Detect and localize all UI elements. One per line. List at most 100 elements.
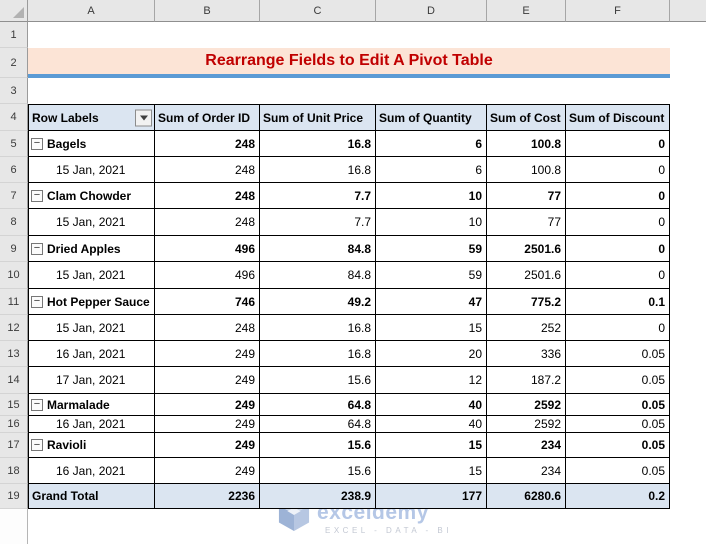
cell-D7[interactable]: 10: [376, 183, 487, 209]
cell-E10[interactable]: 2501.6: [487, 262, 566, 289]
cell-C15[interactable]: 64.8: [260, 394, 376, 416]
collapse-button[interactable]: −: [31, 137, 43, 150]
cell-F19[interactable]: 0.2: [566, 484, 670, 509]
cell-A14[interactable]: 17 Jan, 2021: [28, 367, 155, 394]
cell-C5[interactable]: 16.8: [260, 131, 376, 157]
cell-A12[interactable]: 15 Jan, 2021: [28, 315, 155, 341]
row-header-1[interactable]: 1: [0, 22, 28, 48]
cell-D6[interactable]: 6: [376, 157, 487, 183]
cell-E7[interactable]: 77: [487, 183, 566, 209]
cell-F15[interactable]: 0.05: [566, 394, 670, 416]
cell-E5[interactable]: 100.8: [487, 131, 566, 157]
row-header-19[interactable]: 19: [0, 484, 28, 509]
cell-E6[interactable]: 100.8: [487, 157, 566, 183]
cell-C8[interactable]: 7.7: [260, 209, 376, 236]
row-header-7[interactable]: 7: [0, 183, 28, 209]
cell-B15[interactable]: 249: [155, 394, 260, 416]
cell-D11[interactable]: 47: [376, 289, 487, 315]
title-cell[interactable]: Rearrange Fields to Edit A Pivot Table: [28, 48, 670, 78]
cell-B13[interactable]: 249: [155, 341, 260, 367]
cell-A18[interactable]: 16 Jan, 2021: [28, 458, 155, 484]
cell-D12[interactable]: 15: [376, 315, 487, 341]
cell-D10[interactable]: 59: [376, 262, 487, 289]
cell-B7[interactable]: 248: [155, 183, 260, 209]
cell-D8[interactable]: 10: [376, 209, 487, 236]
cell-B6[interactable]: 248: [155, 157, 260, 183]
cell-D4[interactable]: Sum of Quantity: [376, 104, 487, 131]
cell-C19[interactable]: 238.9: [260, 484, 376, 509]
row-header-16[interactable]: 16: [0, 416, 28, 433]
cell-C13[interactable]: 16.8: [260, 341, 376, 367]
cell-B8[interactable]: 248: [155, 209, 260, 236]
cell-B11[interactable]: 746: [155, 289, 260, 315]
cell-A17[interactable]: − Ravioli: [28, 433, 155, 458]
cell-F18[interactable]: 0.05: [566, 458, 670, 484]
cell-E9[interactable]: 2501.6: [487, 236, 566, 262]
column-header-F[interactable]: F: [566, 0, 670, 22]
cell-A15[interactable]: − Marmalade: [28, 394, 155, 416]
empty-cells-row-1[interactable]: [28, 22, 670, 48]
cell-C7[interactable]: 7.7: [260, 183, 376, 209]
cell-A13[interactable]: 16 Jan, 2021: [28, 341, 155, 367]
row-header-15[interactable]: 15: [0, 394, 28, 416]
cell-F7[interactable]: 0: [566, 183, 670, 209]
cell-C18[interactable]: 15.6: [260, 458, 376, 484]
cell-F8[interactable]: 0: [566, 209, 670, 236]
cell-F4[interactable]: Sum of Discount: [566, 104, 670, 131]
row-header-4[interactable]: 4: [0, 104, 28, 131]
cell-F16[interactable]: 0.05: [566, 416, 670, 433]
cell-A5[interactable]: − Bagels: [28, 131, 155, 157]
cell-D19[interactable]: 177: [376, 484, 487, 509]
row-header-2[interactable]: 2: [0, 48, 28, 78]
cell-B12[interactable]: 248: [155, 315, 260, 341]
empty-cells-row-3[interactable]: [28, 78, 670, 104]
cell-F13[interactable]: 0.05: [566, 341, 670, 367]
column-header-D[interactable]: D: [376, 0, 487, 22]
cell-A19[interactable]: Grand Total: [28, 484, 155, 509]
collapse-button[interactable]: −: [31, 439, 43, 451]
row-header-14[interactable]: 14: [0, 367, 28, 394]
collapse-button[interactable]: −: [31, 242, 43, 255]
row-header-18[interactable]: 18: [0, 458, 28, 484]
cell-E14[interactable]: 187.2: [487, 367, 566, 394]
cell-E13[interactable]: 336: [487, 341, 566, 367]
cell-A7[interactable]: − Clam Chowder: [28, 183, 155, 209]
cell-F14[interactable]: 0.05: [566, 367, 670, 394]
cell-C9[interactable]: 84.8: [260, 236, 376, 262]
cell-C6[interactable]: 16.8: [260, 157, 376, 183]
cell-D9[interactable]: 59: [376, 236, 487, 262]
cell-D18[interactable]: 15: [376, 458, 487, 484]
cell-C14[interactable]: 15.6: [260, 367, 376, 394]
cell-D5[interactable]: 6: [376, 131, 487, 157]
cell-B9[interactable]: 496: [155, 236, 260, 262]
column-header-E[interactable]: E: [487, 0, 566, 22]
cell-C17[interactable]: 15.6: [260, 433, 376, 458]
column-header-B[interactable]: B: [155, 0, 260, 22]
cell-D16[interactable]: 40: [376, 416, 487, 433]
cell-D13[interactable]: 20: [376, 341, 487, 367]
cell-C12[interactable]: 16.8: [260, 315, 376, 341]
row-header-11[interactable]: 11: [0, 289, 28, 315]
cell-E17[interactable]: 234: [487, 433, 566, 458]
cell-F17[interactable]: 0.05: [566, 433, 670, 458]
cell-F5[interactable]: 0: [566, 131, 670, 157]
cell-B16[interactable]: 249: [155, 416, 260, 433]
cell-F6[interactable]: 0: [566, 157, 670, 183]
cell-B14[interactable]: 249: [155, 367, 260, 394]
cell-F9[interactable]: 0: [566, 236, 670, 262]
cell-C10[interactable]: 84.8: [260, 262, 376, 289]
row-header-3[interactable]: 3: [0, 78, 28, 104]
cell-C4[interactable]: Sum of Unit Price: [260, 104, 376, 131]
cell-B5[interactable]: 248: [155, 131, 260, 157]
row-header-12[interactable]: 12: [0, 315, 28, 341]
row-header-10[interactable]: 10: [0, 262, 28, 289]
cell-C11[interactable]: 49.2: [260, 289, 376, 315]
cell-E16[interactable]: 2592: [487, 416, 566, 433]
column-header-A[interactable]: A: [28, 0, 155, 22]
collapse-button[interactable]: −: [31, 189, 43, 202]
cell-E19[interactable]: 6280.6: [487, 484, 566, 509]
column-header-C[interactable]: C: [260, 0, 376, 22]
cell-A6[interactable]: 15 Jan, 2021: [28, 157, 155, 183]
cell-E15[interactable]: 2592: [487, 394, 566, 416]
row-labels-filter-button[interactable]: [135, 109, 152, 126]
